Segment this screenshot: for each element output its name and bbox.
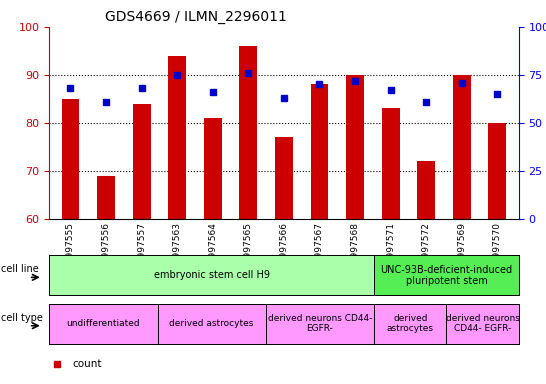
Bar	[240, 46, 257, 219]
Bar	[168, 56, 186, 219]
Text: derived astrocytes: derived astrocytes	[169, 319, 254, 328]
Text: undifferentiated: undifferentiated	[67, 319, 140, 328]
Bar	[133, 104, 151, 219]
Bar	[204, 118, 222, 219]
Text: cell type: cell type	[1, 313, 43, 323]
Bar	[417, 161, 435, 219]
Text: derived neurons CD44-
EGFR-: derived neurons CD44- EGFR-	[268, 314, 372, 333]
Bar	[275, 137, 293, 219]
Text: embryonic stem cell H9: embryonic stem cell H9	[153, 270, 270, 280]
Text: derived neurons
CD44- EGFR-: derived neurons CD44- EGFR-	[446, 314, 519, 333]
Text: UNC-93B-deficient-induced
pluripotent stem: UNC-93B-deficient-induced pluripotent st…	[381, 265, 513, 286]
Text: cell line: cell line	[1, 264, 39, 274]
Text: count: count	[72, 359, 102, 369]
Bar	[489, 123, 506, 219]
Bar	[346, 75, 364, 219]
Bar	[97, 175, 115, 219]
Text: derived
astrocytes: derived astrocytes	[387, 314, 434, 333]
Bar	[453, 75, 471, 219]
Bar	[311, 84, 328, 219]
Bar	[382, 108, 400, 219]
Bar	[62, 99, 79, 219]
Text: GDS4669 / ILMN_2296011: GDS4669 / ILMN_2296011	[105, 10, 287, 25]
